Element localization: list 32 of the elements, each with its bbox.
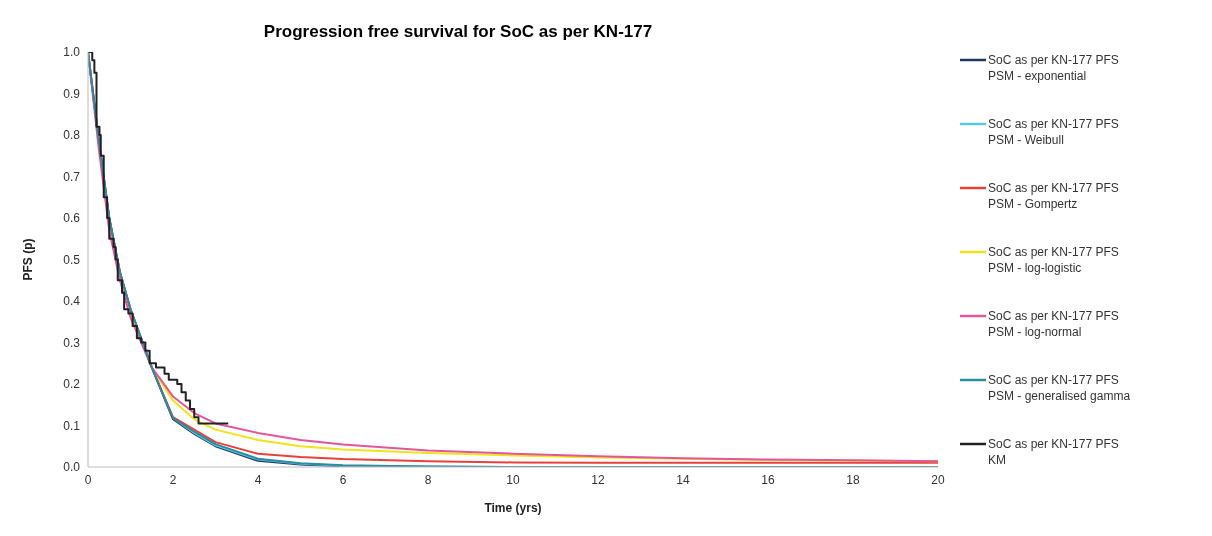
legend-label: SoC as per KN-177 PFS PSM - exponential xyxy=(988,52,1120,84)
x-tick-label: 2 xyxy=(169,472,177,487)
y-tick-label: 0.6 xyxy=(63,211,81,226)
x-tick-label: 12 xyxy=(591,472,605,487)
legend-label: SoC as per KN-177 PFS KM xyxy=(988,436,1120,468)
legend-label: SoC as per KN-177 PFS PSM - log-normal xyxy=(988,308,1120,340)
x-axis-title: Time (yrs) xyxy=(484,501,542,515)
legend-label: SoC as per KN-177 PFS PSM - Weibull xyxy=(988,116,1120,148)
x-tick-label: 14 xyxy=(676,472,690,487)
y-tick-label: 0.8 xyxy=(63,128,81,143)
x-tick-label: 4 xyxy=(254,472,262,487)
x-tick-label: 18 xyxy=(846,472,860,487)
y-tick-label: 0.5 xyxy=(63,252,81,267)
legend-label: SoC as per KN-177 PFS PSM - Gompertz xyxy=(988,180,1120,212)
x-tick-label: 20 xyxy=(931,472,945,487)
y-tick-label: 0.7 xyxy=(63,169,81,184)
y-tick-label: 0.3 xyxy=(63,335,81,350)
y-tick-label: 0.2 xyxy=(63,377,81,392)
y-tick-label: 0.4 xyxy=(63,294,81,309)
x-tick-label: 8 xyxy=(424,472,432,487)
x-tick-label: 6 xyxy=(339,472,347,487)
x-tick-label: 0 xyxy=(84,472,92,487)
legend-label: SoC as per KN-177 PFS PSM - log-logistic xyxy=(988,244,1120,276)
x-tick-label: 10 xyxy=(506,472,520,487)
y-tick-label: 1.0 xyxy=(63,45,81,60)
y-tick-label: 0.0 xyxy=(63,460,81,475)
x-tick-label: 16 xyxy=(761,472,775,487)
chart-title: Progression free survival for SoC as per KN-177 xyxy=(262,21,654,42)
legend-label: SoC as per KN-177 PFS PSM - generalised gamma xyxy=(988,372,1132,404)
y-tick-label: 0.1 xyxy=(63,418,81,433)
y-axis-title: PFS (p) xyxy=(21,238,36,281)
y-tick-label: 0.9 xyxy=(63,86,81,101)
